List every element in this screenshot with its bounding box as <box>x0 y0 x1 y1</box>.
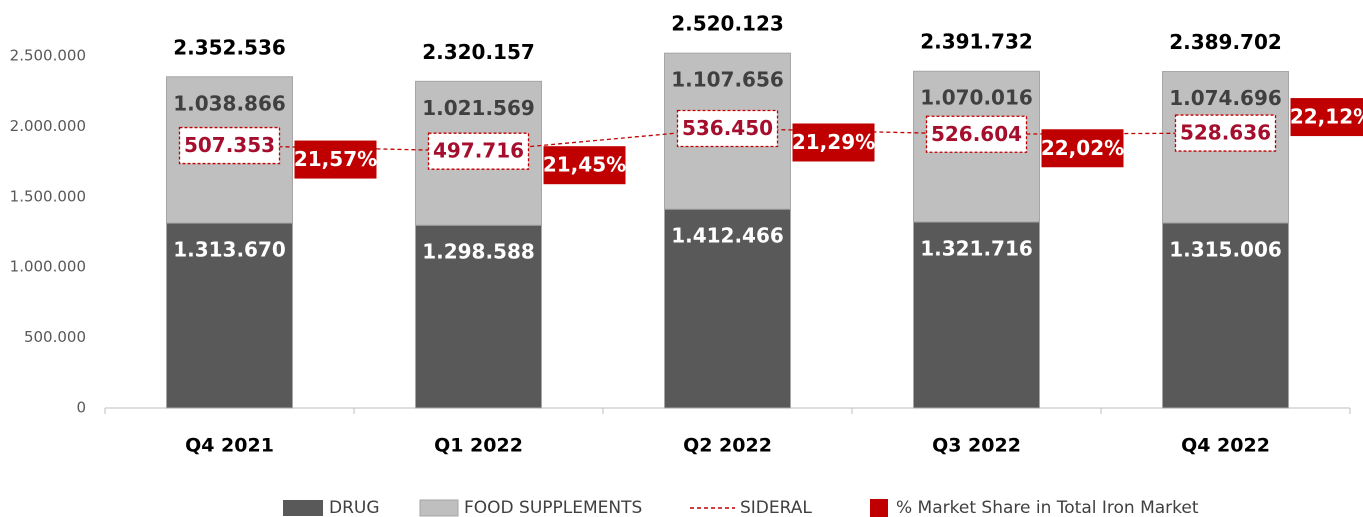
share-label: 21,29% <box>792 130 875 154</box>
legend-label: % Market Share in Total Iron Market <box>896 498 1199 517</box>
sideral-label-box <box>925 115 1028 153</box>
segment-label: 1.070.016 <box>920 86 1033 110</box>
share-box <box>792 123 875 162</box>
x-tick-label: Q4 2021 <box>185 435 274 457</box>
total-label: 2.352.536 <box>173 35 286 59</box>
share-label: 22,02% <box>1041 136 1124 160</box>
y-tick-label: 2.500.000 <box>10 47 86 65</box>
share-label: 21,57% <box>294 147 377 171</box>
y-tick-label: 0 <box>76 399 86 417</box>
segment-label: 1.315.006 <box>1169 237 1282 261</box>
sideral-label-box <box>676 109 779 148</box>
legend-swatch <box>870 499 888 517</box>
share-label: 22,12% <box>1290 105 1363 129</box>
legend-label: FOOD SUPPLEMENTS <box>464 498 642 517</box>
share-box <box>1041 129 1124 168</box>
bar-segment <box>664 208 791 409</box>
sideral-label: 536.450 <box>682 116 773 140</box>
bar-segment <box>415 224 542 409</box>
segment-label: 1.313.670 <box>173 238 286 262</box>
segment-label: 1.021.569 <box>422 96 535 120</box>
bar-segment <box>1162 222 1289 409</box>
bar-segment <box>913 221 1040 409</box>
y-tick-label: 1.500.000 <box>10 187 86 205</box>
share-box <box>1290 98 1363 137</box>
total-label: 2.389.702 <box>1169 30 1282 54</box>
total-label: 2.520.123 <box>671 12 784 36</box>
total-label: 2.320.157 <box>422 40 535 64</box>
y-tick-label: 2.000.000 <box>10 117 86 135</box>
segment-label: 1.298.588 <box>422 240 535 264</box>
x-tick-label: Q3 2022 <box>932 435 1021 457</box>
total-label: 2.391.732 <box>920 30 1033 54</box>
y-tick-label: 500.000 <box>24 328 86 346</box>
sideral-label-box <box>427 132 530 170</box>
legend-label: SIDERAL <box>740 498 812 517</box>
segment-label: 1.074.696 <box>1169 86 1282 110</box>
segment-label: 1.038.866 <box>173 91 286 115</box>
sideral-label: 526.604 <box>931 122 1022 146</box>
segment-label: 1.107.656 <box>671 68 784 92</box>
y-tick-label: 1.000.000 <box>10 258 86 276</box>
sideral-label-box <box>178 126 281 165</box>
sideral-label-box <box>1174 114 1277 152</box>
segment-label: 1.412.466 <box>671 224 784 248</box>
x-tick-label: Q1 2022 <box>434 435 523 457</box>
sideral-label: 507.353 <box>184 133 275 157</box>
legend-label: DRUG <box>329 498 380 517</box>
share-box <box>543 146 626 185</box>
bar-segment <box>166 222 293 409</box>
legend-swatch <box>419 499 459 517</box>
x-tick-label: Q2 2022 <box>683 435 772 457</box>
legend-swatch <box>283 500 323 516</box>
share-label: 21,45% <box>543 153 626 177</box>
x-tick-label: Q4 2022 <box>1181 435 1270 457</box>
sideral-label: 497.716 <box>433 139 524 163</box>
share-box <box>294 140 377 179</box>
sideral-label: 528.636 <box>1180 121 1271 145</box>
segment-label: 1.321.716 <box>920 236 1033 260</box>
